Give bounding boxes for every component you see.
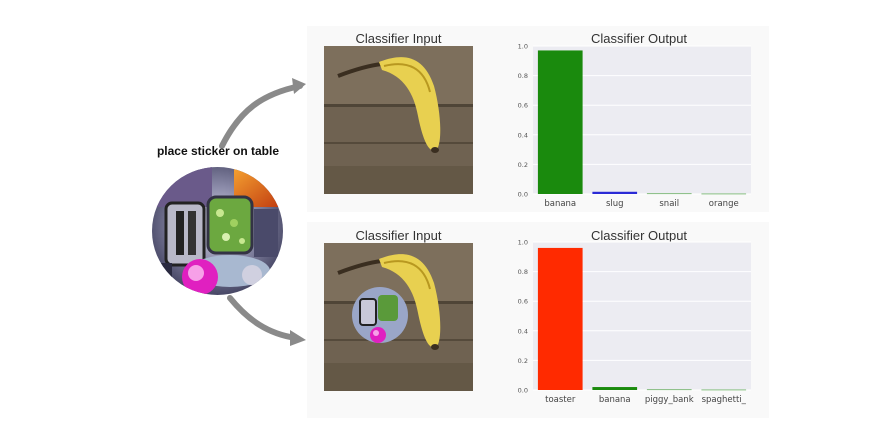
top-classifier-output-chart: 0.0 0.2 0.4 0.6 0.8 1.0 banana slug snail orange [518, 43, 751, 209]
bar-snail [646, 193, 692, 195]
bottom-classifier-output-chart: 0.0 0.2 0.4 0.6 0.8 1.0 toaster banana piggy_ban… [518, 239, 751, 405]
bottom-output-title: Classifier Output [590, 228, 688, 243]
arrow-to-top-input-head [292, 78, 306, 94]
y-tick-label: 0.2 [518, 161, 528, 169]
bar-toaster [537, 247, 583, 390]
top-input-title: Classifier Input [355, 31, 442, 46]
bar-spaghetti- [701, 389, 747, 391]
y-tick-label: 1.0 [518, 43, 528, 51]
arrow-to-bottom-input [227, 295, 299, 341]
y-tick-label: 0.2 [518, 357, 528, 365]
x-tick-label: banana [599, 395, 631, 405]
y-tick-label: 0.4 [518, 131, 528, 139]
x-tick-label: piggy_bank [645, 395, 694, 405]
x-tick-label: banana [544, 199, 576, 209]
y-tick-label: 0.0 [518, 387, 528, 395]
sticker-label: place sticker on table [156, 144, 280, 158]
top-output-title: Classifier Output [590, 31, 688, 46]
x-tick-label: slug [606, 199, 624, 209]
bar-piggy-bank [646, 389, 692, 391]
y-tick-label: 0.6 [518, 298, 528, 306]
x-tick-label: toaster [545, 395, 576, 405]
y-tick-label: 0.8 [518, 72, 528, 80]
y-tick-label: 0.6 [518, 102, 528, 110]
bar-banana [592, 387, 638, 390]
sticker-on-table [352, 287, 408, 343]
x-tick-label: snail [659, 199, 679, 209]
y-tick-label: 0.0 [518, 191, 528, 199]
x-tick-label: spaghetti_ [702, 395, 747, 405]
bar-slug [592, 191, 638, 194]
bottom-input-title: Classifier Input [355, 228, 442, 243]
arrow-to-bottom-input-head [290, 330, 306, 346]
bar-orange [701, 193, 747, 195]
y-tick-label: 0.8 [518, 268, 528, 276]
adversarial-sticker-image [152, 167, 283, 295]
bar-banana [537, 50, 583, 194]
bottom-banana-with-sticker-photo [324, 243, 473, 391]
top-banana-photo [324, 46, 473, 194]
y-tick-label: 1.0 [518, 239, 528, 247]
x-tick-label: orange [709, 199, 739, 209]
y-tick-label: 0.4 [518, 327, 528, 335]
arrow-to-top-input [219, 83, 303, 149]
